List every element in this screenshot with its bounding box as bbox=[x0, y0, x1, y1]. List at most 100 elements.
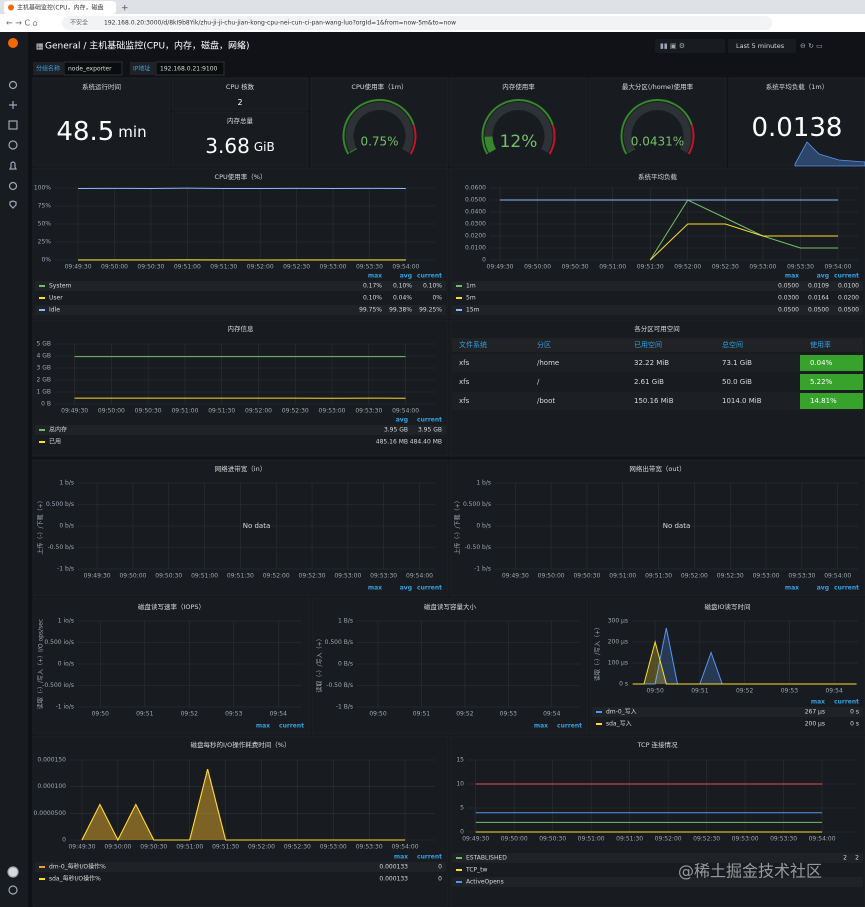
x-tick-label: 09:54:00 bbox=[824, 264, 851, 271]
y-tick-label: 15 bbox=[456, 757, 464, 764]
x-tick-label: 09:50:00 bbox=[98, 408, 125, 415]
alerting-icon[interactable] bbox=[9, 161, 17, 170]
nav-buttons[interactable]: ← → C ⌂ bbox=[6, 19, 38, 28]
sparkline bbox=[794, 141, 865, 167]
y-tick-label: 50% bbox=[38, 221, 52, 228]
stat-value: 3.68 GiB bbox=[205, 134, 274, 158]
table-cell: xfs bbox=[459, 378, 470, 386]
legend-value: 2 bbox=[855, 855, 859, 862]
explore-icon[interactable] bbox=[8, 140, 18, 150]
legend-row bbox=[452, 877, 863, 887]
browser-tab[interactable] bbox=[4, 1, 116, 14]
legend-value: 0.0500 bbox=[808, 307, 829, 314]
legend-value: 0.0109 bbox=[808, 283, 829, 290]
user-icon[interactable] bbox=[7, 866, 19, 878]
x-tick-label: 09:51 bbox=[136, 711, 153, 718]
y-tick-label: 100 µs bbox=[608, 660, 628, 667]
legend-row bbox=[592, 707, 863, 717]
search-icon[interactable] bbox=[8, 80, 18, 90]
y-tick-label: 0.0200 bbox=[465, 233, 486, 240]
legend-value: 0.0500 bbox=[778, 307, 799, 314]
panel-title: CPU使用率（%） bbox=[215, 172, 267, 181]
y-tick-label: -1 b/s bbox=[474, 566, 491, 573]
y-tick-label: 0.000150 bbox=[37, 757, 66, 764]
y-tick-label: 0.500 b/s bbox=[463, 501, 491, 508]
x-tick-label: 09:53:30 bbox=[356, 844, 383, 851]
legend-value: 485.16 MB bbox=[376, 439, 408, 446]
variable-select[interactable] bbox=[155, 61, 225, 76]
x-tick-label: 09:52:30 bbox=[299, 573, 326, 580]
x-tick-label: 09:53:00 bbox=[334, 573, 361, 580]
y-tick-label: 1 b/s bbox=[59, 480, 74, 487]
table-row bbox=[452, 373, 863, 391]
help-icon[interactable] bbox=[8, 885, 18, 895]
admin-icon[interactable] bbox=[9, 200, 17, 209]
legend-value: 99.75% bbox=[359, 307, 382, 314]
legend-header: avg bbox=[400, 585, 412, 592]
stat-title: 系统平均负载（1m） bbox=[766, 82, 828, 91]
y-tick-label: 0.500 io/s bbox=[44, 639, 74, 646]
x-tick-label: 09:51:00 bbox=[171, 408, 198, 415]
legend-name: dm-0_写入 bbox=[606, 709, 637, 716]
x-tick-label: 09:50:00 bbox=[501, 836, 528, 843]
legend-value: 0.0500 bbox=[778, 283, 799, 290]
no-data: No data bbox=[663, 522, 691, 530]
gauge-threshold bbox=[409, 124, 417, 155]
legend-value: 0 bbox=[438, 876, 442, 883]
gauge-value: 0.0431% bbox=[631, 135, 684, 149]
series-line bbox=[81, 768, 406, 842]
x-tick-label: 09:53 bbox=[781, 688, 798, 695]
address-bar[interactable] bbox=[62, 16, 772, 30]
y-tick-label: 0.500 b/s bbox=[46, 501, 74, 508]
zoom-refresh[interactable]: ⊖ ↻ ▭ bbox=[800, 42, 823, 50]
legend-header: current bbox=[417, 417, 442, 424]
panel bbox=[32, 77, 171, 167]
y-tick-label: 0 bbox=[482, 257, 486, 264]
grafana-logo[interactable] bbox=[8, 38, 18, 48]
table-cell: 32.22 MiB bbox=[634, 359, 669, 367]
dashboards-icon[interactable] bbox=[8, 120, 18, 130]
star-share[interactable]: ☆ ⋖ bbox=[228, 42, 245, 51]
legend-value: 3.95 GB bbox=[418, 427, 442, 434]
x-tick-label: 09:52:30 bbox=[717, 573, 744, 580]
legend-value: 0.0100 bbox=[838, 283, 859, 290]
legend-value: 99.25% bbox=[419, 307, 442, 314]
gauge-threshold bbox=[687, 124, 695, 155]
gauge-value: 12% bbox=[500, 132, 538, 152]
time-picker[interactable] bbox=[728, 39, 796, 53]
legend-name: 已用 bbox=[49, 439, 61, 446]
x-tick-label: 09:54:00 bbox=[824, 573, 851, 580]
legend-name: User bbox=[49, 295, 63, 302]
variable-select[interactable] bbox=[63, 61, 123, 76]
stat-title: 系统运行时间 bbox=[82, 82, 121, 91]
time-range: Last 5 minutes bbox=[736, 42, 785, 50]
x-tick-label: 09:51:30 bbox=[210, 264, 237, 271]
legend-name: Idle bbox=[49, 307, 60, 314]
table-cell: 1014.0 MiB bbox=[722, 397, 762, 405]
x-tick-label: 09:53:30 bbox=[770, 836, 797, 843]
stat-value: 0.0138 bbox=[752, 113, 843, 143]
y-tick-label: -1 B/s bbox=[336, 704, 353, 711]
table-row bbox=[452, 392, 863, 410]
y-tick-label: -0.50 B/s bbox=[326, 682, 353, 689]
legend-value: 0% bbox=[432, 295, 442, 302]
panel bbox=[171, 77, 309, 111]
legend-value: 0 bbox=[438, 864, 442, 871]
stat-unit: GiB bbox=[254, 140, 275, 154]
toolbar-buttons[interactable] bbox=[655, 39, 725, 53]
create-icon[interactable] bbox=[9, 101, 17, 109]
new-tab[interactable]: + bbox=[121, 4, 129, 14]
x-tick-label: 09:54:00 bbox=[392, 408, 419, 415]
legend-header: current bbox=[417, 273, 442, 280]
legend-value: 0.10% bbox=[363, 295, 382, 302]
table-row bbox=[452, 354, 863, 372]
x-tick-label: 09:49:30 bbox=[68, 844, 95, 851]
url: 192.168.0.20:3000/d/8kI9b8Yik/zhu-ji-ji-… bbox=[104, 20, 456, 27]
legend-value: 3.95 GB bbox=[384, 427, 408, 434]
config-icon[interactable] bbox=[8, 181, 18, 191]
breadcrumb[interactable]: General / 主机基础监控(CPU，内存，磁盘，网络) bbox=[45, 40, 250, 52]
x-tick-label: 09:50:30 bbox=[539, 836, 566, 843]
x-tick-label: 09:50:00 bbox=[524, 264, 551, 271]
x-tick-label: 09:50:30 bbox=[562, 264, 589, 271]
series-area bbox=[632, 642, 857, 684]
